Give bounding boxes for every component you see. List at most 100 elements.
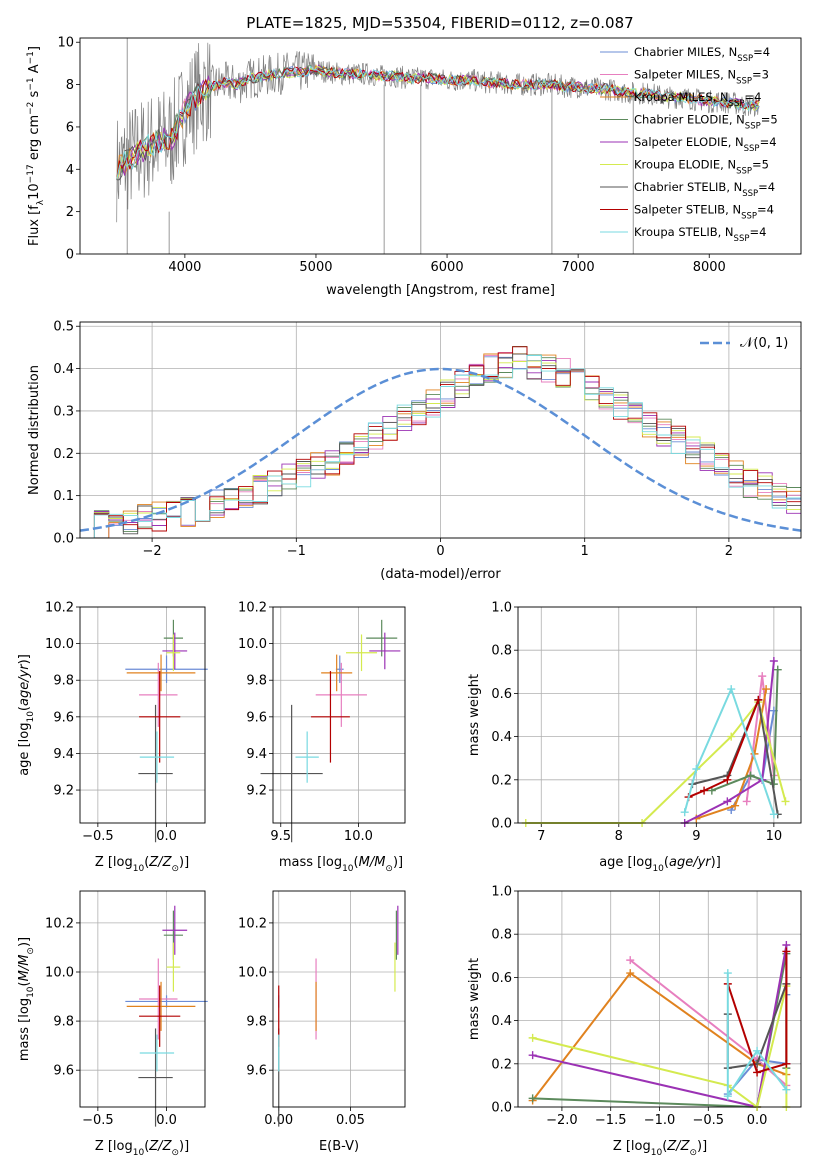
- residual-histogram-panel: −2 −1 0 1 2 0.0 0.1 0.2 0.3 0.4 0.5 𝒩(0, 1) (data-mo…: [27, 320, 802, 582]
- tick-label-x: 9.5: [270, 829, 291, 844]
- tick-label-y: 10: [57, 36, 74, 51]
- model-spectrum-line: [116, 66, 760, 180]
- axes-frame: [79, 37, 802, 255]
- mass-weight-marker: [723, 775, 732, 784]
- mass-weight-marker: [723, 969, 732, 978]
- tick-label-y: 0.0: [53, 532, 74, 547]
- model-spectrum-line: [116, 65, 760, 180]
- mass-weight-line: [684, 660, 775, 824]
- tick-label-y: 0.2: [491, 1057, 512, 1072]
- tick-label-y: 2: [66, 205, 74, 220]
- tick-label-y: 4: [66, 163, 74, 178]
- gaussian-reference-curve: [79, 367, 802, 532]
- axes-frame: [79, 321, 802, 539]
- tick-label-x: −0.5: [82, 1113, 114, 1128]
- tick-label-y: 10.0: [45, 637, 74, 652]
- tick-label-y: 10.0: [45, 966, 74, 981]
- legend-entry: Chabrier ELODIE, NSSP=5: [634, 113, 778, 132]
- axes-frame: [272, 890, 406, 1108]
- mass-weight-marker: [762, 685, 771, 694]
- mass-weight-line: [683, 686, 775, 815]
- mass-weight-line: [695, 688, 768, 820]
- tick-label-y: 10.0: [238, 637, 267, 652]
- figure-title: PLATE=1825, MJD=53504, FIBERID=0112, z=0…: [246, 14, 633, 32]
- x-axis-label: age [log10(age/yr)]: [599, 855, 721, 874]
- tick-label-x: 2: [725, 544, 733, 559]
- tick-label-x: −0.5: [693, 1113, 725, 1128]
- x-axis-label: mass [log10(M/M⊙)]: [279, 855, 403, 874]
- mass-vs-metallicity-panel: −0.5 0.0 9.6 9.8 10.0 10.2 Z [log10(Z/Z⊙)] mass…: [17, 890, 208, 1158]
- mass-weight-marker: [781, 797, 790, 806]
- mass-weight-marker: [528, 1033, 537, 1042]
- legend-entry: Chabrier MILES, NSSP=4: [634, 45, 770, 64]
- legend-entry: Chabrier STELIB, NSSP=4: [634, 180, 775, 199]
- mass-weight-marker: [692, 765, 701, 773]
- tick-label-y: 6: [66, 120, 74, 135]
- y-axis-label: mass weight: [467, 674, 482, 756]
- tick-label-x: −1.0: [644, 1113, 676, 1128]
- model-spectrum-line: [116, 65, 760, 181]
- legend-entry: Kroupa STELIB, NSSP=4: [634, 225, 766, 244]
- legend-entry: Kroupa ELODIE, NSSP=5: [634, 158, 769, 177]
- tick-label-y: 9.2: [246, 784, 267, 799]
- tick-label-x: 10: [766, 829, 783, 844]
- tick-label-y: 9.8: [53, 1015, 74, 1030]
- mass-weight-marker: [746, 771, 755, 780]
- x-axis-label: (data-model)/error: [380, 567, 501, 582]
- tick-label-y: 9.6: [53, 1064, 74, 1079]
- mass-weight-marker: [758, 672, 767, 681]
- mass-weight-marker: [753, 1046, 762, 1055]
- mass-weight-marker: [528, 1051, 537, 1060]
- tick-label-x: −2: [143, 544, 162, 559]
- tick-label-y: 10.2: [238, 601, 267, 616]
- mass-weight-marker: [782, 1059, 791, 1068]
- mass-vs-ebv-panel: 0.00 0.059.69.810.010.2E(B-V): [238, 890, 406, 1154]
- tick-label-x: 9: [692, 829, 700, 844]
- tick-label-y: 10.2: [45, 916, 74, 931]
- y-axis-label: age [log10(age/yr)]: [17, 654, 36, 776]
- x-axis-label: Z [log10(Z/Z⊙)]: [613, 1139, 707, 1158]
- tick-label-y: 9.2: [53, 784, 74, 799]
- tick-label-x: −1: [287, 544, 306, 559]
- tick-label-y: 0.8: [491, 644, 512, 659]
- tick-label-y: 8: [66, 78, 74, 93]
- mass-weight-marker: [731, 801, 740, 810]
- tick-label-y: 9.8: [53, 674, 74, 689]
- tick-label-x: 5000: [299, 260, 332, 275]
- tick-label-y: 0.2: [53, 447, 74, 462]
- tick-label-x: −1.5: [595, 1113, 627, 1128]
- age-vs-mass-panel: 9.5 10.0 9.2 9.4 9.6 9.8 10.0 10.2 mass [log10(M…: [238, 601, 406, 874]
- tick-label-y: 0.8: [491, 928, 512, 943]
- tick-label-y: 0.6: [491, 971, 512, 986]
- axes-frame: [79, 890, 206, 1108]
- tick-label-y: 1.0: [491, 601, 512, 616]
- tick-label-y: 0.3: [53, 404, 74, 419]
- tick-label-x: −0.5: [82, 829, 114, 844]
- legend-entry: 𝒩(0, 1): [740, 335, 788, 351]
- legend-entry: Salpeter ELODIE, NSSP=4: [634, 135, 777, 154]
- tick-label-y: 9.8: [246, 1015, 267, 1030]
- tick-label-y: 0.4: [491, 1014, 512, 1029]
- legend-entry: Salpeter MILES, NSSP=3: [634, 68, 769, 87]
- tick-label-x: 7000: [562, 260, 595, 275]
- tick-label-y: 9.4: [246, 747, 267, 762]
- tick-label-y: 9.6: [246, 1064, 267, 1079]
- tick-label-y: 0.2: [491, 773, 512, 788]
- tick-label-x: −2.0: [546, 1113, 578, 1128]
- mass-weight-marker: [782, 947, 791, 956]
- legend-entry: Salpeter STELIB, NSSP=4: [634, 203, 774, 222]
- tick-label-x: 10.0: [344, 829, 373, 844]
- axes-frame: [79, 606, 206, 824]
- y-axis-label: Normed distribution: [27, 365, 42, 495]
- mass-weight-marker: [727, 685, 736, 694]
- axes-frame: [272, 606, 406, 824]
- tick-label-x: 7: [537, 829, 545, 844]
- tick-label-x: 8: [615, 829, 623, 844]
- x-axis-label: Z [log10(Z/Z⊙)]: [95, 1139, 189, 1158]
- x-axis-label: E(B-V): [319, 1139, 359, 1154]
- tick-label-y: 9.8: [246, 674, 267, 689]
- mass-weight-marker: [769, 810, 778, 819]
- massweight-vs-age-panel: 7 8 9 10 0.0 0.2 0.4 0.6 0.8 1.0 age [log10(age/yr…: [467, 601, 802, 874]
- mass-weight-marker: [723, 797, 732, 806]
